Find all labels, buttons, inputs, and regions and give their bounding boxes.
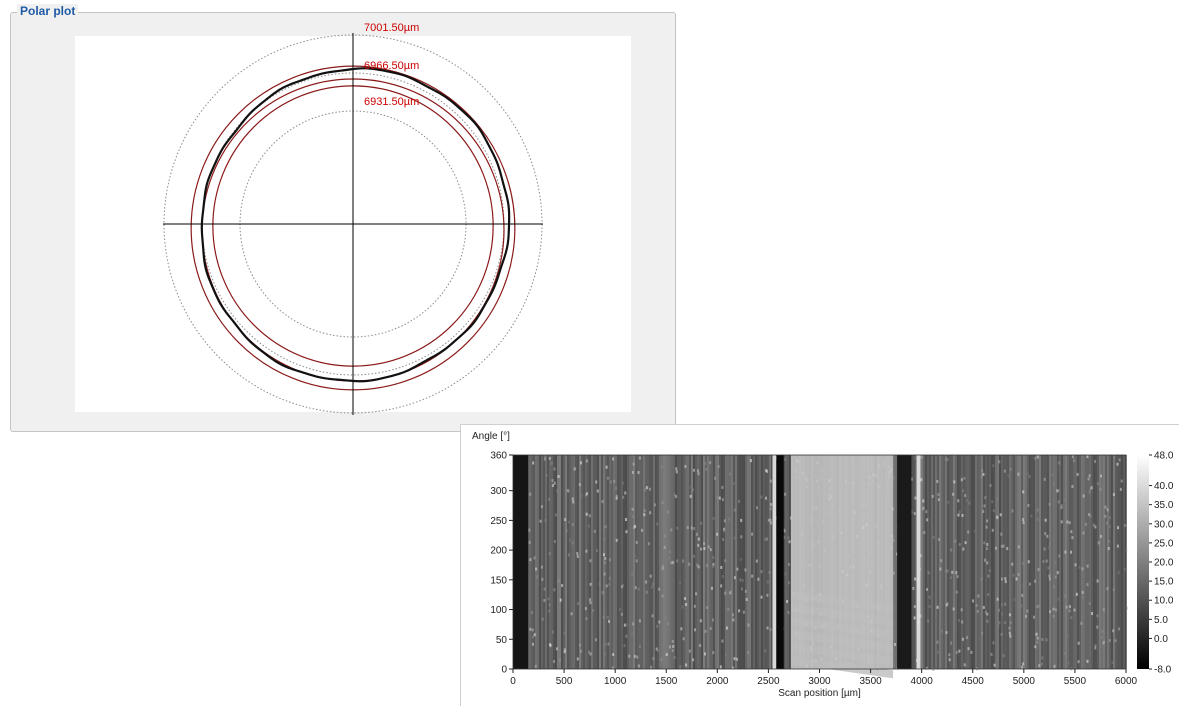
y-tick-label: 100 [490,605,507,616]
colorbar-tick-label: -8.0 [1154,665,1172,676]
ring-label: 6966.50µm [364,60,419,72]
colorbar-tick-label: 5.0 [1154,615,1168,626]
angle-scan-heatmap-window: 0 500 1000 1500 2000 2500 3000 3500 4000 4500 5000… [460,424,1179,706]
x-tick-label: 5000 [1013,676,1036,687]
colorbar-tick-label: 48.0 [1154,451,1174,462]
angle-scan-heatmap: 0 500 1000 1500 2000 2500 3000 3500 4000 4500 5000… [490,451,1174,700]
measured-profile-line [200,67,511,383]
heatmap-y-axis-label: Angle [°] [472,431,510,442]
colorbar-tick-label: 40.0 [1154,481,1174,492]
y-tick-label: 150 [490,575,507,586]
y-tick-label: 0 [501,665,507,676]
heatmap-edge [772,455,777,669]
colorbar-tick-label: 25.0 [1154,538,1174,549]
polar-plot-title: Polar plot [17,4,79,18]
x-tick-label: 500 [556,676,573,687]
x-tick-label: 2500 [757,676,780,687]
heatmap-edge [916,455,921,669]
heatmap-x-axis-label: Scan position [µm] [778,688,861,699]
colorbar-tick-label: 15.0 [1154,577,1174,588]
y-tick-label: 50 [496,635,508,646]
x-tick-label: 1500 [655,676,678,687]
heatmap-groove [897,455,912,669]
colorbar-tick-label: 35.0 [1154,500,1174,511]
x-tick-label: 4000 [911,676,934,687]
colorbar-tick-label: 20.0 [1154,558,1174,569]
heatmap-bright-band [790,455,894,669]
colorbar-tick-label: 30.0 [1154,519,1174,530]
y-tick-label: 300 [490,486,507,497]
y-tick-label: 250 [490,516,507,527]
ring-label: 6931.50µm [364,96,419,108]
x-tick-label: 6000 [1115,676,1138,687]
heatmap-groove [776,455,784,669]
x-tick-label: 2000 [706,676,729,687]
y-tick-label: 200 [490,546,507,557]
colorbar-tick-label: 0.0 [1154,634,1168,645]
x-tick-label: 5500 [1064,676,1087,687]
x-tick-label: 0 [510,676,516,687]
x-tick-label: 1000 [604,676,627,687]
ring-label: 7001.50µm [364,22,419,34]
x-tick-label: 4500 [962,676,985,687]
colorbar [1137,455,1149,669]
x-tick-label: 3000 [808,676,831,687]
colorbar-tick-label: 10.0 [1154,596,1174,607]
polar-plot-chart: 7001.50µm 6966.50µm 6931.50µm [75,22,631,415]
y-tick-label: 360 [490,451,507,462]
x-tick-label: 3500 [859,676,882,687]
polar-plot-panel: 7001.50µm 6966.50µm 6931.50µm Polar plot [10,4,676,432]
heatmap-groove [513,455,529,669]
